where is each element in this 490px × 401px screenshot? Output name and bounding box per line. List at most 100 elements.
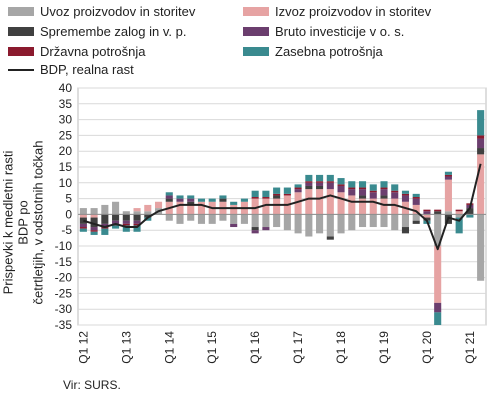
bar-segment [412,198,420,205]
legend-swatch [243,7,269,16]
bar-segment [122,220,130,224]
bar-segment [133,214,141,221]
bar-segment [369,214,377,228]
y-tick-label: -15 [55,255,73,269]
bar-segment [79,223,87,228]
bar-segment [219,198,227,202]
bar-segment [90,230,98,232]
bar-segment [79,228,87,232]
bar-segment [391,214,399,231]
bar-segment [112,225,120,229]
bar-segment [230,223,238,228]
legend-swatch [8,27,34,36]
x-tick-label: Q1 21 [463,331,477,364]
bar-segment [283,187,291,194]
bar-segment [176,198,184,202]
legend-label: Uvoz proizvodov in storitev [40,4,196,19]
bar-segment [294,189,302,193]
bar-segment [316,189,324,215]
bar-segment [444,211,452,215]
bar-segment [187,195,195,199]
bar-segment [294,184,302,188]
bar-segment [133,223,141,226]
legend-item: Državna potrošnja [8,44,146,59]
legend-label: Bruto investicije v o. s. [275,24,405,39]
bar-segment [230,214,238,224]
y-tick-label: -5 [61,223,72,237]
gdp-line [83,163,482,251]
bar-segment [122,223,130,226]
bar-segment [434,211,442,215]
legend-label: Državna potrošnja [40,44,146,59]
bar-segment [391,198,399,215]
x-tick-label: Q1 15 [205,331,219,364]
bar-segment [305,214,313,237]
bar-segment [326,181,334,183]
bar-segment [477,135,485,139]
bar-segment [165,214,173,221]
bar-segment [79,217,87,224]
legend-swatch [8,47,34,56]
bar-segment [358,181,367,188]
bar-segment [251,190,259,198]
y-tick-label: 5 [65,192,72,206]
plot-frame [77,87,487,326]
bar-segment [305,189,313,215]
bar-segment [133,211,141,215]
bar-segment [444,171,452,175]
bar-segment [208,198,216,202]
bar-segment [197,198,206,202]
bar-segment [348,181,356,188]
bar-segment [262,214,270,228]
x-tick-label: Q1 13 [119,331,133,364]
bar-segment [251,227,259,231]
bar-segment [434,302,442,313]
bar-segment [316,174,324,182]
bar-segment [423,217,431,221]
bar-segment [187,204,195,215]
bar-segment [348,214,356,231]
y-tick-label: 10 [59,176,73,190]
bar-segment [187,198,195,202]
legend-swatch [243,27,269,36]
y-axis-label-line-2: četrtletjih, v odstotnih točkah [30,140,46,305]
x-tick-label: Q1 20 [420,331,434,364]
x-tick-label: Q1 17 [291,331,305,364]
source-note: Vir: SURS. [63,378,121,392]
bar-segment [401,190,410,194]
y-tick-label: 0 [65,207,72,221]
bar-segment [79,208,87,215]
bar-segment [144,204,152,212]
bar-segment [412,193,420,198]
y-tick-label: 40 [59,81,73,95]
bar-segment [380,214,388,228]
bar-segment [283,193,291,196]
bar-segment [434,312,442,325]
bar-segment [412,220,420,224]
legend-label: Zasebna potrošnja [275,44,383,59]
bar-segment [380,189,388,196]
bar-segment [358,189,367,196]
bar-segment [348,187,356,190]
bar-segment [197,214,206,224]
y-tick-label: 15 [59,160,73,174]
bar-segment [133,208,141,212]
bar-segment [144,214,152,218]
bar-segment [316,214,324,234]
bar-segment [401,195,410,202]
legend-label: Izvoz proizvodov in storitev [275,4,432,19]
bar-segment [380,195,388,199]
y-tick-label: 20 [59,144,73,158]
legend-swatch [8,7,34,16]
bar-segment [294,214,302,234]
y-axis-label-line-1: Prispevki k medletni rasti BDP po [0,150,31,295]
y-tick-label: -10 [55,239,73,253]
bar-segment [112,220,120,224]
bar-segment [412,204,420,215]
bar-segment [401,214,410,228]
bar-segment [369,190,377,193]
x-tick-label: Q1 14 [162,331,176,364]
bar-segment [423,209,431,212]
bar-segment [455,214,463,218]
bar-segment [273,195,281,199]
